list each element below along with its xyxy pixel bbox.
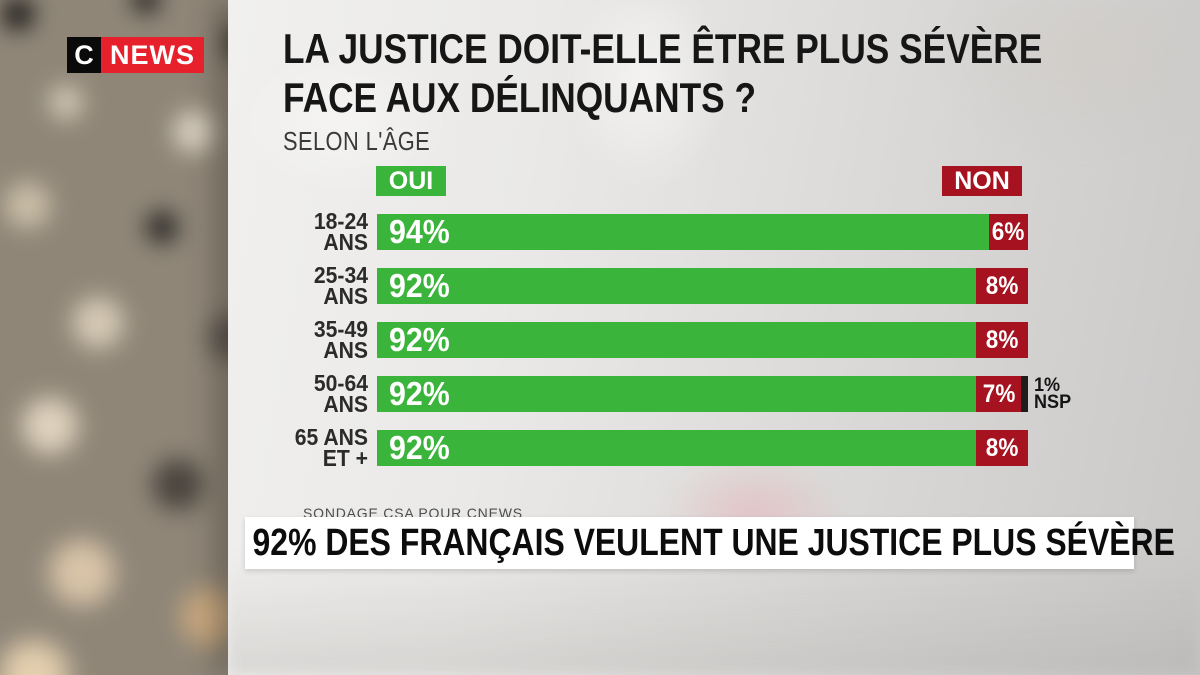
age-label-line: ANS bbox=[323, 229, 368, 255]
age-label: 65 ANS ET + bbox=[241, 424, 368, 471]
age-label: 18-24 ANS bbox=[241, 208, 368, 255]
oui-value-label: 92% bbox=[389, 321, 450, 358]
age-label-line: ET + bbox=[322, 445, 368, 471]
age-label: 35-49 ANS bbox=[241, 316, 368, 363]
non-value-label: 7% bbox=[982, 379, 1015, 408]
chart-row: 50-64 ANS 1% NSP 92% 7% bbox=[0, 370, 1200, 417]
oui-value-label: 94% bbox=[389, 213, 450, 250]
poll-question-line2: FACE AUX DÉLINQUANTS ? bbox=[283, 74, 757, 121]
oui-segment: 92% bbox=[377, 375, 976, 412]
logo-news-box: NEWS bbox=[101, 37, 204, 73]
result-bar: 92% 8% bbox=[377, 429, 1028, 466]
oui-segment: 92% bbox=[377, 321, 976, 358]
oui-value-label: 92% bbox=[389, 267, 450, 304]
legend-non-label: NON bbox=[954, 166, 1010, 195]
nsp-annotation-line: NSP bbox=[1034, 392, 1072, 413]
non-segment: 8% bbox=[975, 322, 1028, 358]
result-bar: 92% 8% bbox=[377, 267, 1028, 304]
result-bar: 94% 6% bbox=[377, 213, 1028, 250]
nsp-annotation-line: 1% bbox=[1034, 375, 1061, 396]
age-label: 25-34 ANS bbox=[241, 262, 368, 309]
age-label-line: 35-49 bbox=[313, 316, 368, 342]
non-segment: 7% bbox=[975, 376, 1022, 412]
oui-segment: 92% bbox=[377, 429, 976, 466]
oui-segment: 92% bbox=[377, 267, 976, 304]
result-bar: 92% 7% bbox=[377, 375, 1028, 412]
chart-row: 65 ANS ET + 92% 8% bbox=[0, 424, 1200, 471]
chart-row: 18-24 ANS 94% 6% bbox=[0, 208, 1200, 255]
age-label-line: ANS bbox=[323, 337, 368, 363]
oui-value-label: 92% bbox=[389, 375, 450, 412]
non-value-label: 8% bbox=[985, 271, 1019, 300]
headline-text: 92% DES FRANÇAIS VEULENT UNE JUSTICE PLU… bbox=[252, 521, 1175, 564]
poll-question-title: LA JUSTICE DOIT-ELLE ÊTRE PLUS SÉVÈRE FA… bbox=[283, 24, 1042, 122]
chart-row: 35-49 ANS 92% 8% bbox=[0, 316, 1200, 363]
non-value-label: 8% bbox=[985, 325, 1019, 354]
age-label-line: 18-24 bbox=[313, 208, 368, 234]
age-label-line: ANS bbox=[323, 283, 368, 309]
poll-subtitle: SELON L'ÂGE bbox=[283, 126, 431, 156]
legend-oui-label: OUI bbox=[388, 166, 434, 195]
non-value-label: 8% bbox=[985, 433, 1019, 462]
age-label-line: 50-64 bbox=[313, 370, 368, 396]
legend-oui-chip: OUI bbox=[376, 166, 446, 196]
age-label-line: ANS bbox=[323, 391, 368, 417]
cnews-logo: C NEWS bbox=[67, 37, 204, 73]
age-label-line: 25-34 bbox=[313, 262, 368, 288]
oui-segment: 94% bbox=[377, 213, 989, 250]
chart-row: 25-34 ANS 92% 8% bbox=[0, 262, 1200, 309]
non-segment: 8% bbox=[975, 268, 1028, 304]
non-segment: 8% bbox=[975, 430, 1028, 466]
legend-non-chip: NON bbox=[942, 166, 1022, 196]
logo-c-box: C bbox=[67, 37, 101, 73]
poll-question-line1: LA JUSTICE DOIT-ELLE ÊTRE PLUS SÉVÈRE bbox=[283, 25, 1043, 72]
non-segment: 6% bbox=[988, 214, 1028, 250]
nsp-annotation: 1% NSP bbox=[1034, 375, 1072, 413]
headline-banner: 92% DES FRANÇAIS VEULENT UNE JUSTICE PLU… bbox=[245, 517, 1175, 569]
age-label: 50-64 ANS bbox=[241, 370, 368, 417]
oui-value-label: 92% bbox=[389, 429, 450, 466]
nsp-segment bbox=[1021, 376, 1028, 412]
non-value-label: 6% bbox=[992, 217, 1025, 246]
age-label-line: 65 ANS bbox=[294, 424, 368, 450]
result-bar: 92% 8% bbox=[377, 321, 1028, 358]
